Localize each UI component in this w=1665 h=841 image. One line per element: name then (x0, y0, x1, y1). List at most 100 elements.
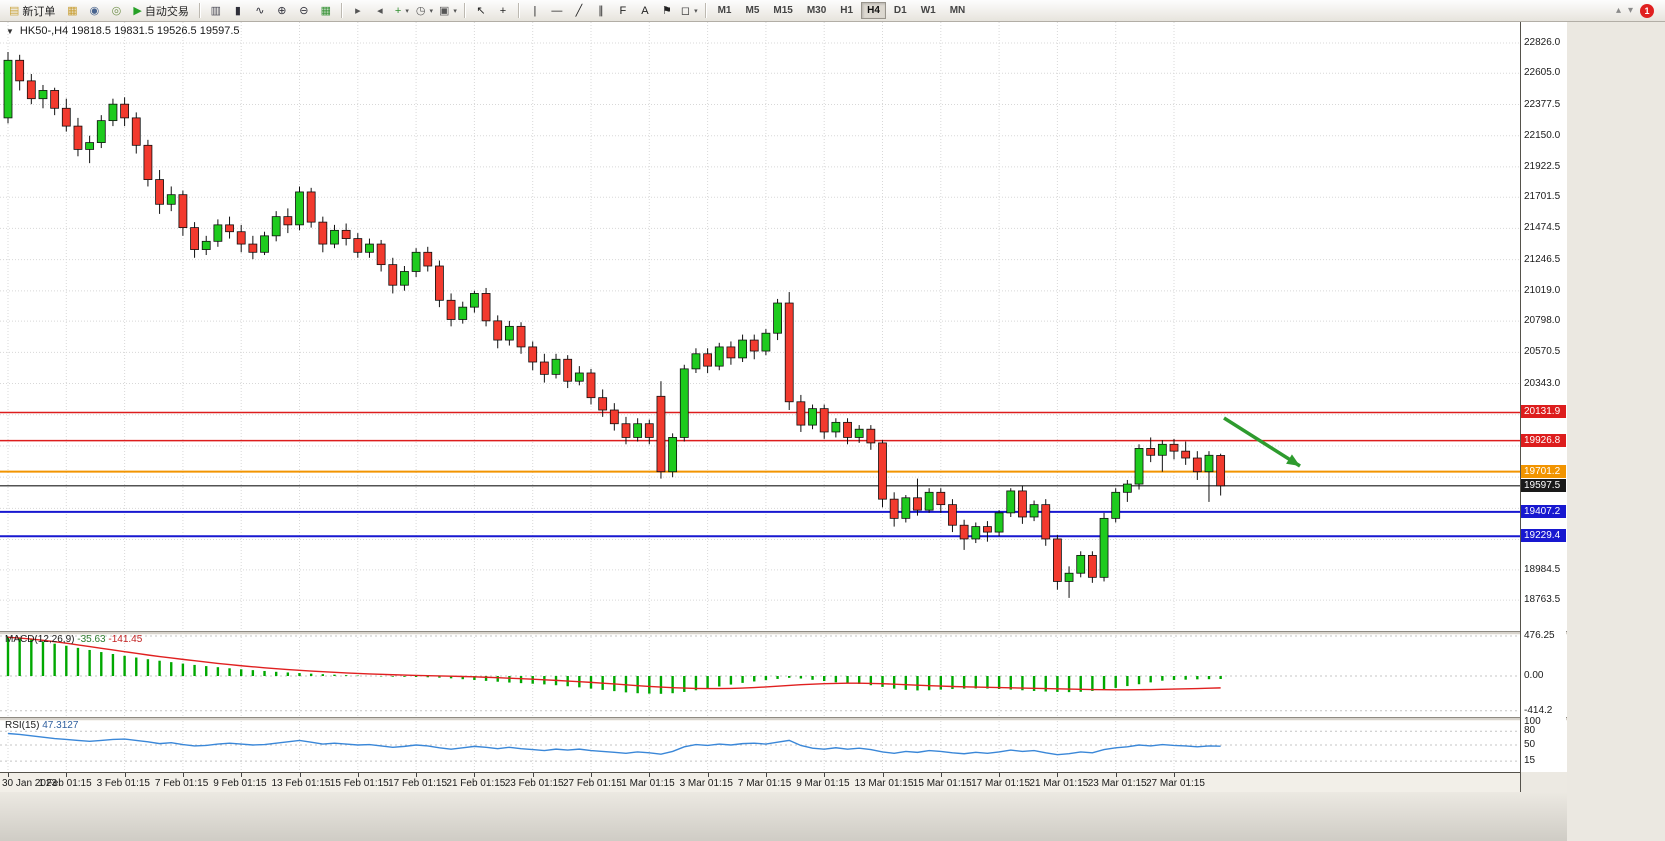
shapes-icon[interactable]: ◻ ▾ (678, 1, 701, 20)
cursor-icon[interactable]: ↖ (470, 1, 492, 20)
chevron-down-icon: ▾ (405, 7, 409, 15)
price-badge: 20131.9 (1521, 405, 1566, 419)
time-axis-label: 13 Feb 01:15 (271, 778, 331, 789)
channel-icon[interactable]: ∥ (590, 1, 612, 20)
timeframe-m15[interactable]: M15 (773, 5, 793, 16)
macd-panel-divider[interactable] (0, 631, 1567, 635)
macd-axis-tick: 0.00 (1524, 670, 1544, 681)
indicators-icon[interactable]: + ▾ (391, 1, 413, 20)
zoom-out-icon-glyph: ⊖ (299, 5, 309, 17)
price-axis[interactable]: 22826.0 22605.0 22377.5 22150.0 21922.5 21701… (1520, 22, 1566, 772)
time-axis-label: 7 Feb 01:15 (154, 778, 209, 789)
trendline-icon[interactable]: ╱ (568, 1, 590, 20)
rsi-label: RSI(15) 47.3127 (5, 720, 78, 731)
horizontal-line-icon-glyph: — (551, 4, 563, 17)
time-axis-label: 1 Mar 01:15 (621, 778, 675, 789)
rsi-panel-divider[interactable] (0, 717, 1567, 721)
price-axis-tick: 21019.0 (1524, 284, 1561, 296)
candlestick-series (3, 52, 1226, 598)
macd-label: MACD(12,26,9) -35.63 -141.45 (5, 634, 142, 645)
chevron-down-icon: ▾ (429, 7, 433, 15)
toolbar-separator (517, 3, 520, 18)
time-axis-tick (299, 773, 301, 777)
vertical-line-icon[interactable]: | (524, 1, 546, 20)
time-axis-label: 27 Mar 01:15 (1146, 778, 1205, 789)
time-axis-tick (882, 773, 884, 777)
price-badge: 19701.2 (1521, 464, 1566, 478)
time-axis[interactable]: 30 Jan 2023 1 Feb 01:15 3 Feb 01:15 7 Feb 0… (0, 772, 1520, 792)
navigator-icon[interactable]: ◎ (105, 1, 127, 20)
notifications-badge[interactable]: 1 (1640, 3, 1654, 18)
tile-windows-icon-glyph: ▦ (320, 5, 332, 17)
horizontal-line-icon[interactable]: — (546, 1, 568, 20)
rsi-line (7, 732, 1221, 756)
chart-shift-icon-glyph: ◂ (377, 5, 383, 17)
time-axis-tick (765, 773, 767, 777)
new-order-button[interactable]: ▤ 新订单 (3, 1, 61, 21)
time-axis-tick (241, 773, 243, 777)
data-window-icon[interactable]: ◉ (83, 1, 105, 20)
timeframe-mn[interactable]: MN (949, 5, 966, 16)
macd-signal-line (7, 636, 1221, 691)
bar-chart-icon[interactable]: ▥ (205, 1, 227, 20)
time-axis-tick (1115, 773, 1117, 777)
timeframe-m5[interactable]: M5 (745, 5, 760, 16)
toolbar-separator (198, 3, 201, 18)
price-axis-tick: 22826.0 (1524, 37, 1561, 48)
toolbar-separator (704, 3, 707, 18)
time-axis-label: 21 Feb 01:15 (446, 778, 506, 789)
text-icon[interactable]: A (634, 1, 656, 20)
bottom-bar (0, 792, 1567, 841)
market-watch-icon[interactable]: ▦ (61, 1, 83, 20)
macd-signal-value: -141.45 (108, 634, 143, 645)
timeframe-m1[interactable]: M1 (717, 5, 732, 16)
autotrading-button[interactable]: ▶ 自动交易 (127, 1, 194, 21)
scroll-down-icon[interactable]: ▾ (1627, 5, 1633, 16)
horizontal-levels (0, 411, 1520, 538)
chevron-down-icon: ▾ (453, 7, 457, 15)
chart-shift-icon[interactable]: ◂ (369, 1, 391, 20)
templates-icon[interactable]: ▣ ▾ (436, 1, 460, 20)
macd-axis-tick: -414.2 (1524, 704, 1553, 716)
price-axis-tick: 21701.5 (1524, 191, 1561, 203)
fibonacci-icon-glyph: F (619, 4, 627, 17)
timeframe-h4[interactable]: H4 (861, 2, 886, 19)
time-axis-label: 9 Mar 01:15 (796, 778, 850, 789)
chart-canvas[interactable] (0, 22, 1520, 772)
periods-icon[interactable]: ◷ ▾ (413, 1, 436, 20)
macd-name: MACD(12,26,9) (5, 634, 75, 645)
line-chart-icon[interactable]: ∿ (249, 1, 271, 20)
tile-windows-icon[interactable]: ▦ (315, 1, 337, 20)
crosshair-icon-glyph: + (499, 4, 507, 17)
fibonacci-icon[interactable]: F (612, 1, 634, 20)
time-axis-tick (999, 773, 1001, 777)
timeframe-w1[interactable]: W1 (920, 5, 936, 16)
new-order-glyph: ▤ (9, 5, 20, 17)
drawn-arrow-annotation[interactable] (1223, 416, 1301, 468)
scroll-up-icon[interactable]: ▴ (1615, 5, 1621, 16)
time-axis-label: 23 Feb 01:15 (504, 778, 564, 789)
chart-title-text: HK50-,H4 19818.5 19831.5 19526.5 19597.5 (19, 25, 240, 37)
bar-chart-icon-glyph: ▥ (210, 5, 222, 17)
price-axis-tick: 18984.5 (1524, 563, 1561, 575)
one-click-trading-toggle[interactable]: ▼ (6, 26, 14, 36)
price-axis-tick: 22605.0 (1524, 67, 1561, 79)
zoom-out-icon[interactable]: ⊖ (293, 1, 315, 20)
crosshair-icon[interactable]: + (492, 1, 514, 20)
rsi-indicator (7, 732, 1221, 756)
new-order-button-label: 新订单 (22, 5, 56, 18)
rsi-value: 47.3127 (42, 720, 79, 731)
candlestick-chart-icon[interactable]: ▮ (227, 1, 249, 20)
cursor-icon-glyph: ↖ (476, 5, 486, 17)
price-axis-tick: 22150.0 (1524, 129, 1561, 141)
macd-indicator (6, 636, 1222, 694)
timeframe-d1[interactable]: D1 (893, 5, 907, 16)
text-label-icon[interactable]: ⚑ (656, 1, 678, 20)
zoom-in-icon[interactable]: ⊕ (271, 1, 293, 20)
price-axis-tick: 20343.0 (1524, 377, 1561, 389)
timeframe-m30[interactable]: M30 (806, 5, 827, 16)
trendline-icon-glyph: ╱ (575, 5, 583, 17)
timeframe-h1[interactable]: H1 (840, 5, 854, 16)
auto-scroll-icon[interactable]: ▸ (347, 1, 369, 20)
